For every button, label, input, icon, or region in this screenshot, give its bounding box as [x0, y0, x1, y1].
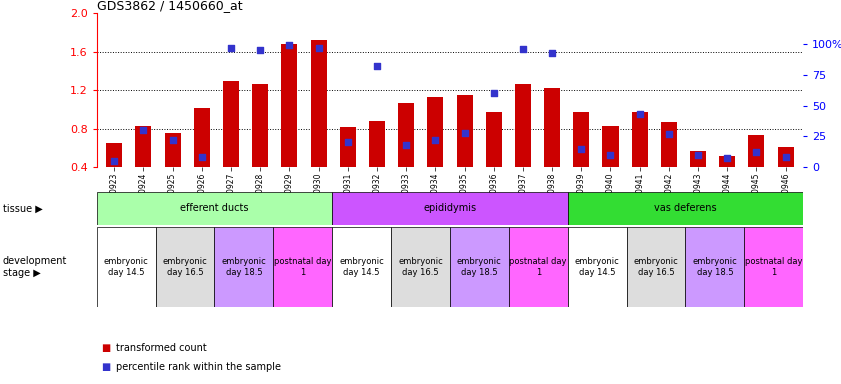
Point — [195, 154, 209, 160]
Point — [721, 156, 734, 162]
Point — [662, 131, 675, 137]
Point — [253, 47, 267, 53]
Bar — [486, 112, 502, 167]
Bar — [690, 151, 706, 167]
Text: development
stage ▶: development stage ▶ — [3, 256, 67, 278]
Point — [429, 137, 442, 143]
Point — [633, 111, 647, 117]
Bar — [332, 227, 391, 307]
Bar — [106, 143, 122, 167]
Bar — [568, 227, 627, 307]
Point — [225, 45, 238, 51]
Bar — [156, 227, 214, 307]
Bar — [282, 44, 298, 167]
Bar — [744, 227, 803, 307]
Bar — [719, 157, 735, 167]
Bar — [398, 103, 414, 167]
Text: ■: ■ — [101, 362, 110, 372]
Bar — [632, 112, 648, 167]
Bar — [369, 121, 385, 167]
Text: transformed count: transformed count — [116, 343, 207, 353]
Point — [137, 127, 151, 133]
Bar — [778, 147, 794, 167]
Bar — [214, 227, 273, 307]
Bar — [685, 227, 744, 307]
Point — [779, 154, 792, 160]
Point — [749, 149, 763, 156]
Bar — [602, 126, 618, 167]
Text: embryonic
day 18.5: embryonic day 18.5 — [457, 257, 502, 276]
Text: embryonic
day 14.5: embryonic day 14.5 — [574, 257, 620, 276]
Text: embryonic
day 18.5: embryonic day 18.5 — [692, 257, 738, 276]
Text: tissue ▶: tissue ▶ — [3, 203, 42, 214]
Bar — [310, 40, 326, 167]
Text: ■: ■ — [101, 343, 110, 353]
Bar — [223, 81, 239, 167]
Point — [487, 90, 500, 96]
Bar — [574, 112, 590, 167]
Bar — [568, 192, 803, 225]
Bar — [544, 88, 560, 167]
Text: embryonic
day 14.5: embryonic day 14.5 — [339, 257, 384, 276]
Text: postnatal day
1: postnatal day 1 — [274, 257, 331, 276]
Bar — [661, 122, 677, 167]
Bar — [748, 136, 764, 167]
Text: embryonic
day 14.5: embryonic day 14.5 — [103, 257, 149, 276]
Bar — [97, 227, 156, 307]
Text: embryonic
day 16.5: embryonic day 16.5 — [633, 257, 679, 276]
Point — [399, 142, 413, 148]
Point — [545, 50, 558, 56]
Bar — [273, 227, 332, 307]
Text: vas deferens: vas deferens — [654, 203, 717, 214]
Text: embryonic
day 16.5: embryonic day 16.5 — [162, 257, 208, 276]
Point — [516, 46, 530, 52]
Point — [574, 146, 588, 152]
Bar — [332, 192, 568, 225]
Text: embryonic
day 16.5: embryonic day 16.5 — [398, 257, 443, 276]
Bar — [515, 84, 531, 167]
Bar — [97, 192, 332, 225]
Bar — [391, 227, 450, 307]
Bar — [135, 126, 151, 167]
Bar — [165, 134, 181, 167]
Text: epididymis: epididymis — [423, 203, 477, 214]
Point — [108, 158, 121, 164]
Text: postnatal day
1: postnatal day 1 — [510, 257, 567, 276]
Point — [604, 152, 617, 158]
Point — [458, 129, 471, 136]
Bar — [627, 227, 685, 307]
Bar — [252, 84, 268, 167]
Text: efferent ducts: efferent ducts — [180, 203, 249, 214]
Text: postnatal day
1: postnatal day 1 — [745, 257, 802, 276]
Bar — [509, 227, 568, 307]
Bar — [340, 127, 356, 167]
Bar — [450, 227, 509, 307]
Text: percentile rank within the sample: percentile rank within the sample — [116, 362, 281, 372]
Bar — [193, 108, 210, 167]
Point — [312, 45, 325, 51]
Point — [370, 63, 383, 70]
Point — [283, 42, 296, 48]
Bar — [457, 95, 473, 167]
Text: embryonic
day 18.5: embryonic day 18.5 — [221, 257, 267, 276]
Point — [166, 137, 179, 143]
Point — [341, 139, 355, 146]
Point — [691, 152, 705, 158]
Text: GDS3862 / 1450660_at: GDS3862 / 1450660_at — [97, 0, 242, 12]
Bar — [427, 97, 443, 167]
